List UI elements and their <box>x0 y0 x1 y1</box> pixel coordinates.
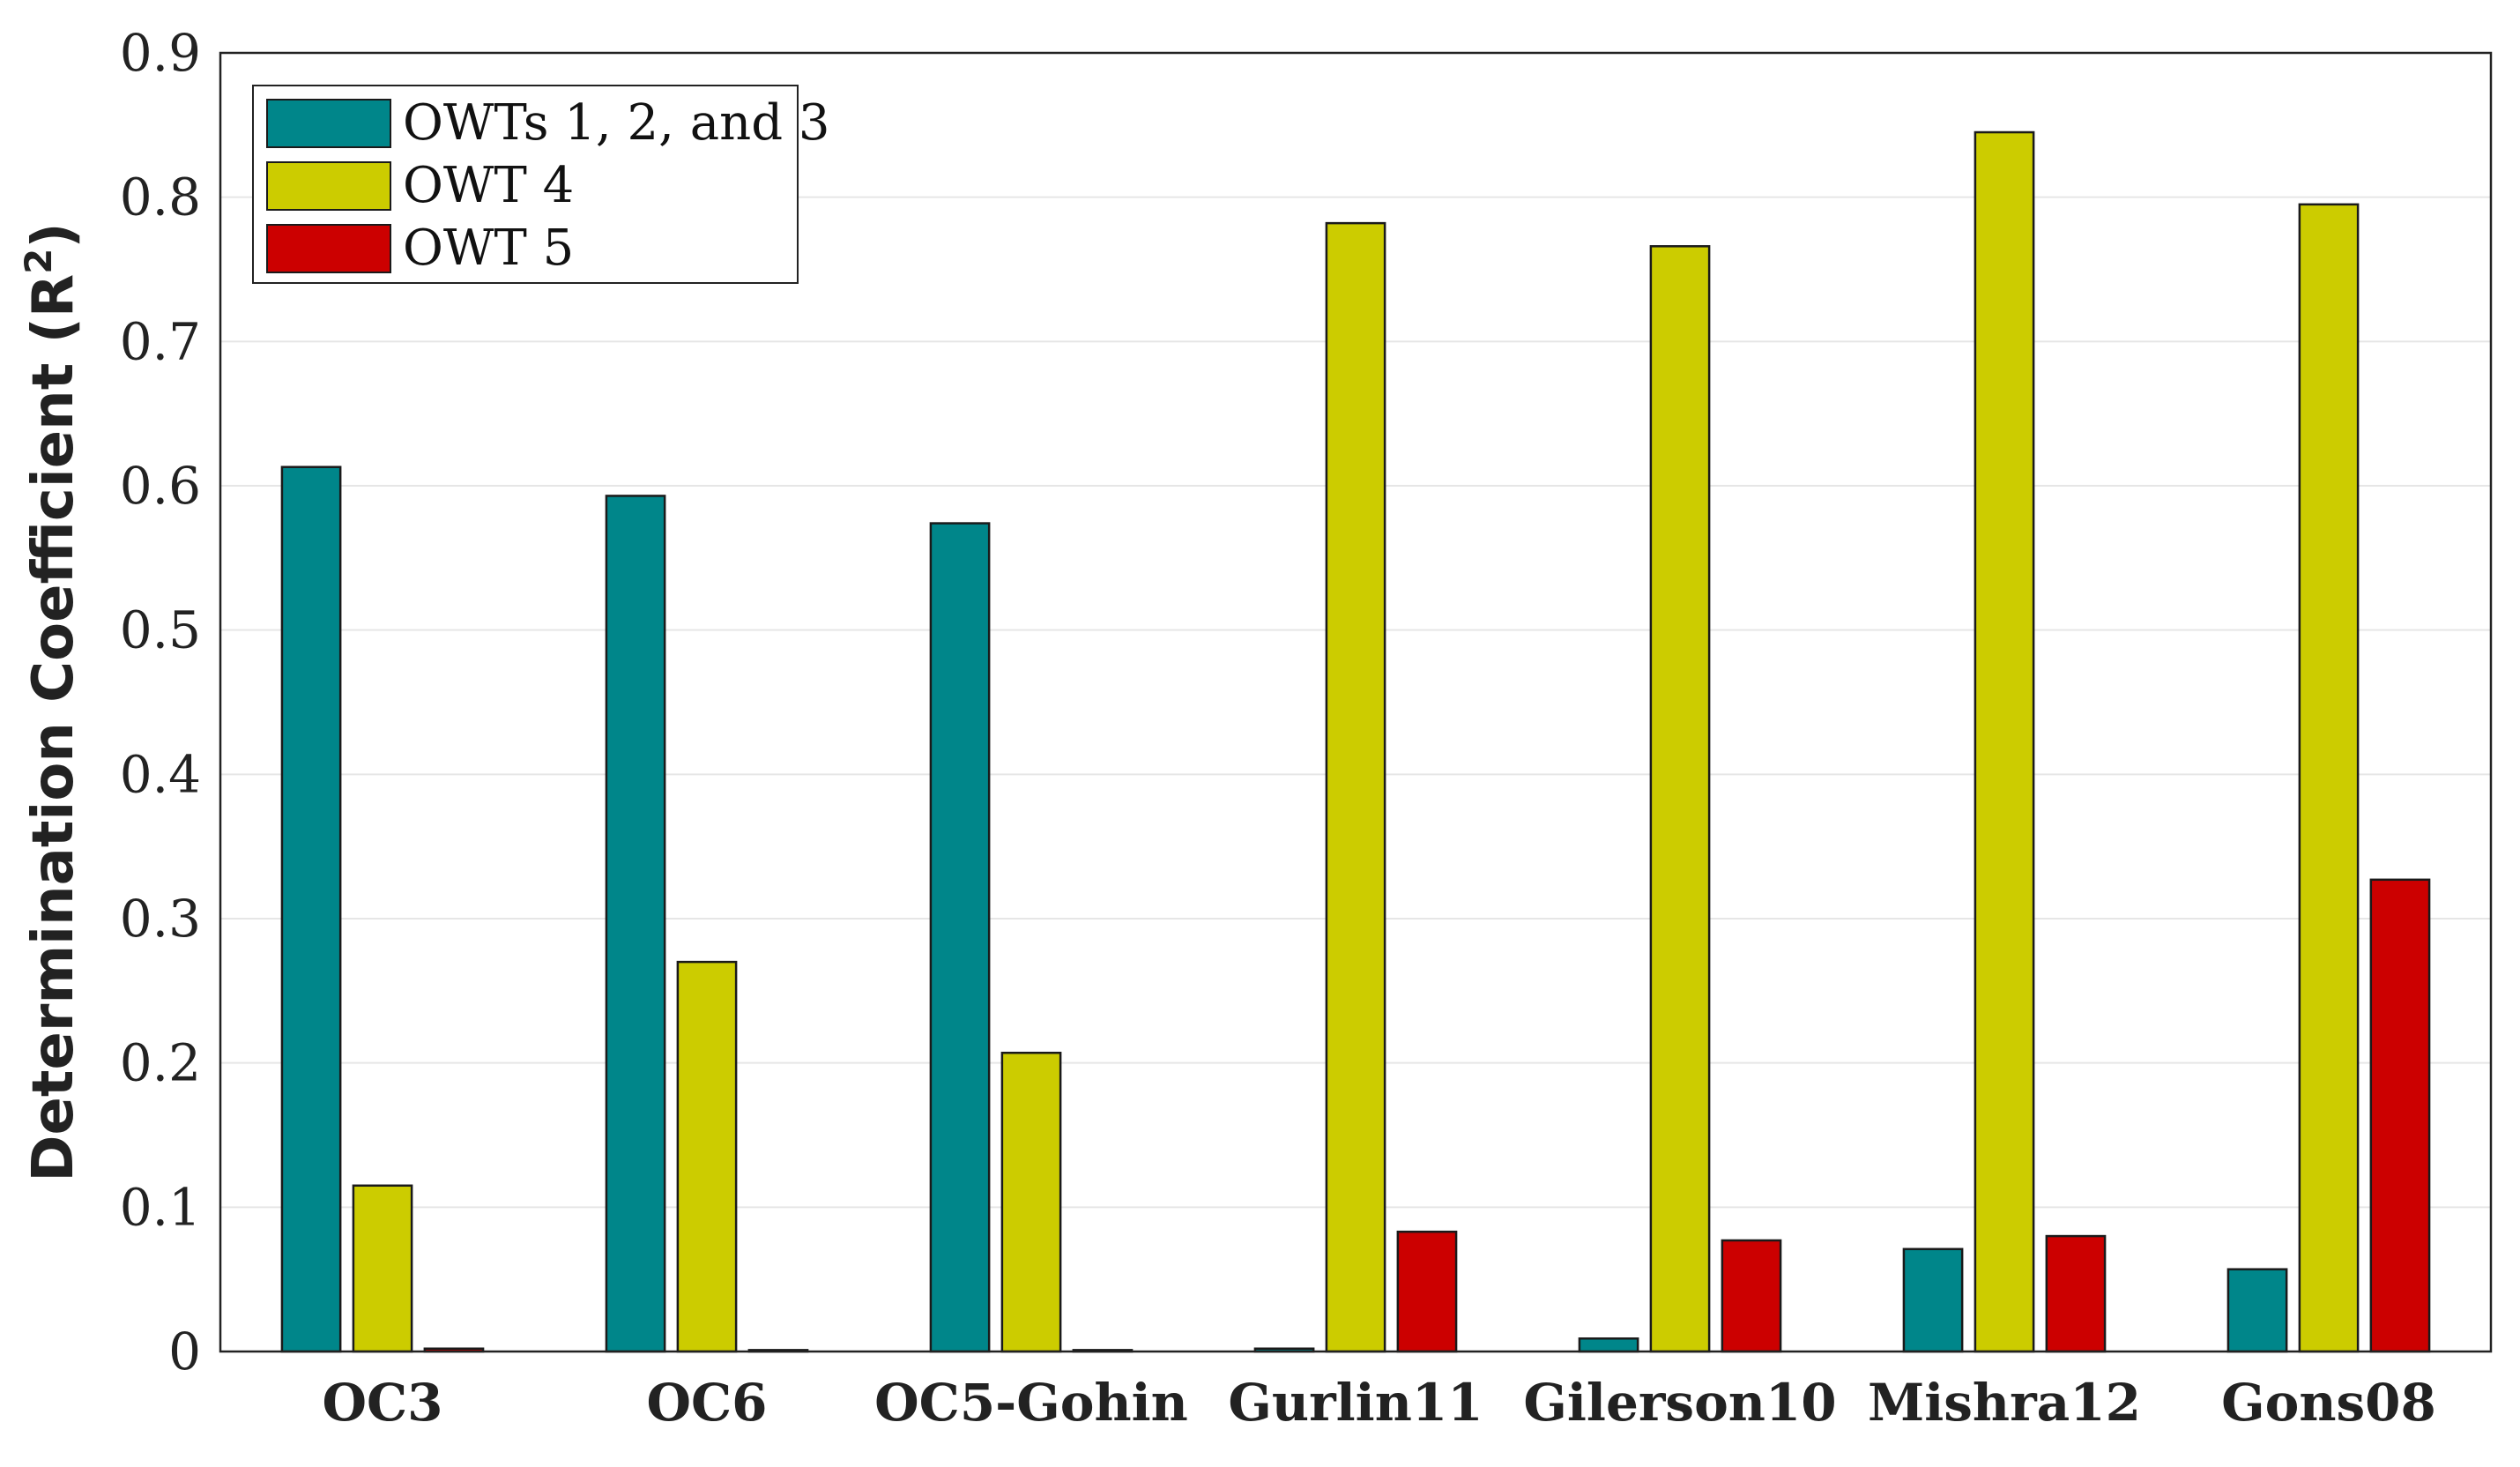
x-tick-label: Gurlin11 <box>1228 1373 1483 1433</box>
x-tick-labels: OC3 OC6 OC5-Gohin Gurlin11 Gilerson10 Mishra1… <box>322 1373 2435 1433</box>
plot-frame <box>219 51 2493 1353</box>
bar <box>280 465 342 1353</box>
legend-label: OWTs 1, 2, and 3 <box>403 94 829 152</box>
bar <box>2045 1234 2107 1353</box>
bar <box>1000 1051 1062 1353</box>
bar <box>2226 1268 2288 1353</box>
x-tick-label: Gons08 <box>2221 1373 2436 1433</box>
y-tick-label: 0 <box>168 1322 201 1381</box>
x-tick-label: OC3 <box>322 1373 442 1433</box>
bar <box>1325 221 1386 1353</box>
y-tick-label: 0.2 <box>120 1033 201 1093</box>
y-tick-label: 0.5 <box>120 600 201 660</box>
legend-label: OWT 5 <box>403 220 574 277</box>
bar <box>352 1184 413 1353</box>
y-tick-label: 0.6 <box>120 456 201 516</box>
x-tick-label: OC6 <box>646 1373 767 1433</box>
y-tick-label: 0.9 <box>120 23 201 83</box>
bars <box>280 130 2431 1353</box>
legend-swatch <box>266 224 391 273</box>
y-axis-label-superscript: 2 <box>17 249 60 274</box>
y-axis-label-main: Determination Coefficient (R <box>21 274 86 1182</box>
legend-label: OWT 4 <box>403 157 574 214</box>
y-axis-label: Determination Coefficient (R2) <box>17 222 87 1181</box>
bar <box>1396 1230 1458 1353</box>
x-tick-label: OC5-Gohin <box>874 1373 1188 1433</box>
y-axis-label-close: ) <box>21 222 86 248</box>
bar <box>1974 130 2035 1353</box>
y-tick-labels: 0 0.1 0.2 0.3 0.4 0.5 0.6 0.7 0.8 0.9 <box>120 23 201 1381</box>
y-tick-label: 0.4 <box>120 744 201 804</box>
bar <box>2298 203 2360 1353</box>
bar <box>605 495 666 1353</box>
bar <box>1578 1337 1639 1353</box>
y-tick-label: 0.3 <box>120 889 201 949</box>
bar <box>2369 878 2431 1353</box>
y-tick-label: 0.8 <box>120 168 201 227</box>
bar <box>1649 245 1711 1353</box>
y-tick-label: 0.7 <box>120 311 201 371</box>
x-tick-label: Gilerson10 <box>1523 1373 1836 1433</box>
legend-swatch <box>266 99 391 148</box>
x-tick-label: Mishra12 <box>1868 1373 2141 1433</box>
legend-swatch <box>266 161 391 211</box>
bar <box>929 522 991 1353</box>
bar <box>1721 1239 1782 1353</box>
bar <box>1902 1247 1964 1353</box>
bar <box>676 960 738 1353</box>
y-tick-label: 0.1 <box>120 1177 201 1237</box>
